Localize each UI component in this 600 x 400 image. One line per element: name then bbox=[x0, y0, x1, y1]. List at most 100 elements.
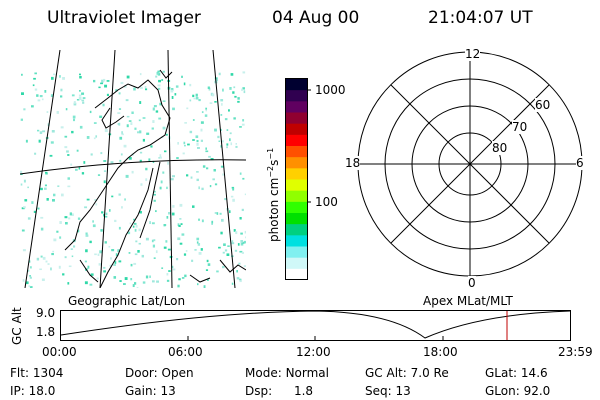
altitude-xtick-1200: 12:00 bbox=[296, 345, 331, 359]
uv-speckle bbox=[224, 198, 227, 201]
uv-speckle bbox=[33, 77, 36, 80]
apex-label: Apex MLat/MLT bbox=[423, 294, 513, 308]
uv-speckle bbox=[159, 186, 162, 190]
uv-speckle bbox=[221, 103, 223, 106]
uv-speckle bbox=[56, 111, 59, 114]
uv-speckle bbox=[178, 224, 181, 228]
uv-speckle bbox=[183, 82, 186, 86]
uv-speckle bbox=[82, 101, 85, 104]
uv-speckle bbox=[145, 88, 148, 91]
uv-speckle bbox=[30, 266, 32, 269]
uv-speckle bbox=[226, 143, 229, 146]
uv-speckle bbox=[230, 195, 234, 198]
polar-ring-label-60: 60 bbox=[535, 98, 551, 112]
uv-speckle bbox=[37, 207, 40, 210]
uv-speckle bbox=[177, 284, 180, 288]
colorbar-swatch bbox=[286, 101, 307, 113]
colorbar-swatch bbox=[286, 90, 307, 102]
uv-speckle bbox=[62, 273, 65, 276]
uv-speckle bbox=[28, 260, 31, 263]
uv-speckle bbox=[168, 270, 171, 272]
uv-speckle bbox=[201, 187, 204, 191]
uv-speckle bbox=[60, 95, 63, 98]
uv-speckle bbox=[240, 242, 244, 246]
uv-speckle bbox=[200, 248, 203, 251]
uv-speckle bbox=[132, 284, 135, 288]
uv-speckle bbox=[177, 142, 180, 145]
uv-speckle bbox=[130, 263, 133, 267]
uv-speckle bbox=[211, 93, 215, 97]
uv-speckle bbox=[73, 118, 76, 122]
uv-speckle bbox=[125, 99, 129, 102]
uv-speckle bbox=[106, 80, 110, 82]
uv-speckle bbox=[222, 88, 224, 92]
uv-speckle bbox=[242, 71, 246, 74]
uv-speckle bbox=[165, 240, 168, 243]
uv-speckle bbox=[37, 99, 41, 102]
uv-speckle bbox=[23, 179, 26, 183]
uv-speckle bbox=[236, 277, 240, 280]
uv-speckle bbox=[231, 282, 234, 285]
uv-speckle bbox=[117, 123, 120, 126]
uv-speckle bbox=[162, 70, 165, 73]
uv-speckle bbox=[115, 89, 118, 92]
uv-speckle bbox=[215, 79, 219, 82]
colorbar-frame bbox=[285, 78, 308, 280]
uv-speckle bbox=[26, 281, 29, 285]
uv-speckle bbox=[99, 250, 103, 254]
uv-speckles bbox=[20, 70, 246, 288]
uv-speckle bbox=[41, 98, 44, 101]
uv-speckle bbox=[220, 231, 223, 235]
uv-speckle bbox=[38, 139, 41, 143]
uv-speckle bbox=[121, 131, 123, 134]
uv-speckle bbox=[211, 222, 213, 225]
uv-speckle bbox=[23, 108, 26, 111]
longitude-line bbox=[99, 50, 116, 288]
uv-speckle bbox=[224, 249, 228, 252]
colorbar-swatch bbox=[286, 168, 307, 180]
uv-speckle bbox=[243, 240, 246, 244]
uv-speckle bbox=[214, 212, 217, 214]
uv-speckle bbox=[109, 264, 113, 267]
longitude-line bbox=[212, 50, 236, 288]
uv-speckle bbox=[21, 73, 23, 76]
uv-speckle bbox=[69, 212, 72, 216]
uv-speckle bbox=[162, 100, 166, 102]
uv-speckle bbox=[45, 172, 48, 175]
uv-speckle bbox=[100, 152, 103, 155]
uv-speckle bbox=[124, 198, 126, 201]
uv-speckle bbox=[145, 167, 148, 171]
uv-speckle bbox=[198, 99, 201, 102]
uv-speckle bbox=[239, 172, 242, 175]
uv-speckle bbox=[104, 129, 108, 133]
uv-speckle bbox=[221, 140, 224, 143]
uv-speckle bbox=[120, 81, 124, 85]
uv-speckle bbox=[160, 180, 163, 184]
uv-speckle bbox=[128, 252, 131, 254]
uv-speckle bbox=[101, 211, 104, 214]
uv-speckle bbox=[243, 90, 246, 94]
uv-speckle bbox=[171, 88, 174, 91]
altitude-xtick-0600: 06:00 bbox=[168, 345, 203, 359]
altitude-plot bbox=[60, 310, 571, 341]
uv-speckle bbox=[93, 122, 97, 124]
uv-speckle bbox=[207, 279, 209, 281]
uv-speckle bbox=[67, 282, 70, 285]
uv-speckle bbox=[92, 220, 94, 223]
uv-speckle bbox=[103, 78, 106, 82]
uv-speckle bbox=[158, 79, 161, 83]
uv-speckle bbox=[202, 165, 206, 168]
uv-speckle bbox=[61, 193, 64, 197]
uv-speckle bbox=[42, 130, 46, 133]
uv-speckle bbox=[153, 257, 156, 259]
uv-speckle bbox=[134, 127, 137, 130]
status-glon: GLon: 92.0 bbox=[485, 384, 551, 398]
uv-speckle bbox=[217, 135, 220, 139]
uv-speckle bbox=[189, 83, 192, 87]
uv-speckle bbox=[135, 225, 138, 228]
uv-speckle bbox=[232, 187, 235, 191]
uv-speckle bbox=[130, 122, 133, 125]
uv-speckle bbox=[157, 84, 161, 87]
uv-speckle bbox=[27, 186, 29, 189]
colorbar-swatch bbox=[286, 224, 307, 236]
